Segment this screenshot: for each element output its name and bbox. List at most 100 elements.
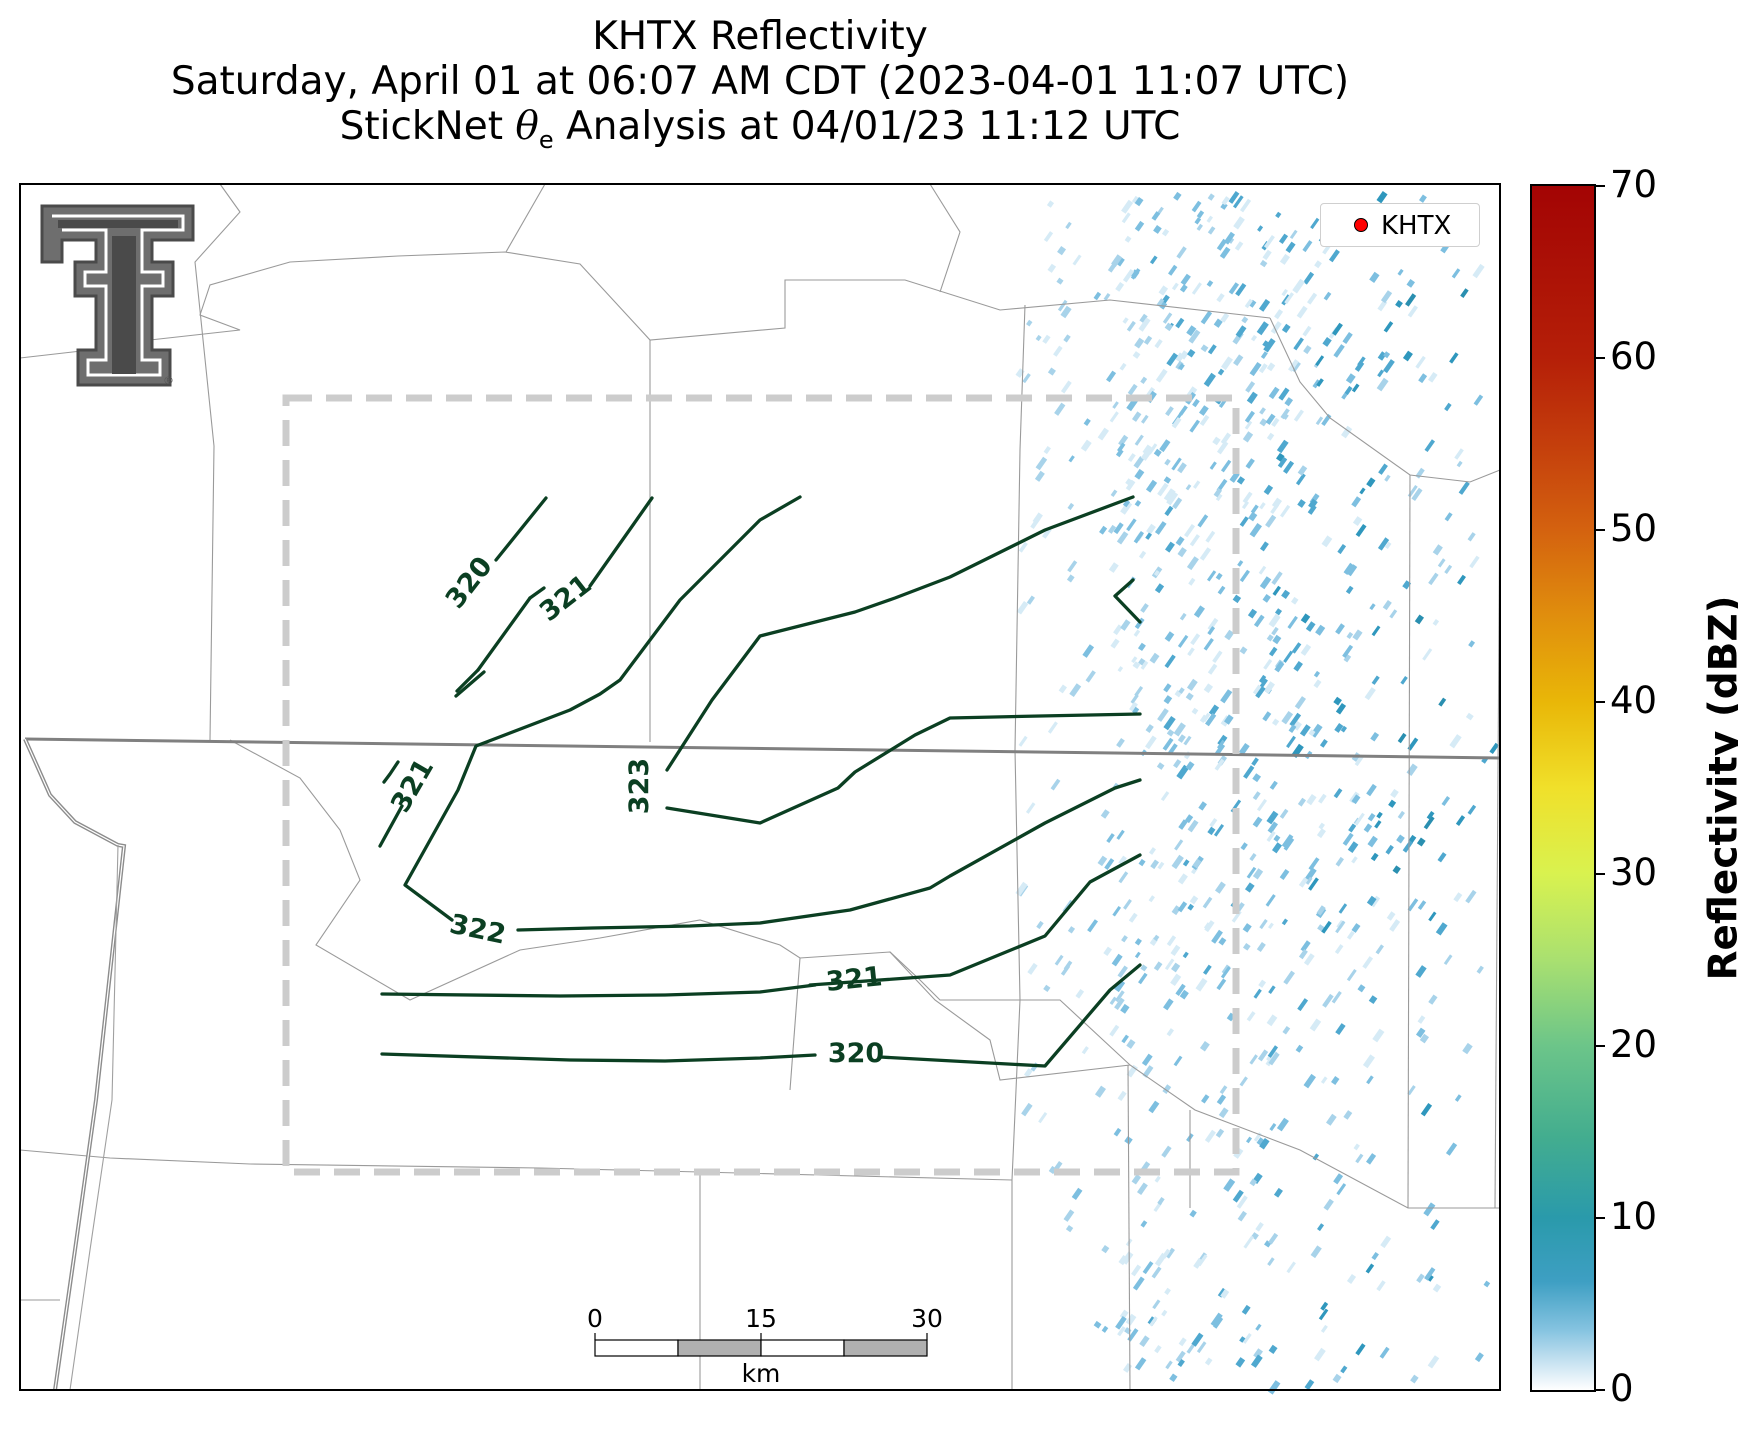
echo-pixel [1299, 724, 1311, 737]
colorbar-tick-label: 30 [1610, 851, 1658, 894]
echo-pixel [1246, 866, 1257, 879]
echo-pixel [1397, 268, 1404, 276]
echo-pixel [1331, 1076, 1340, 1085]
echo-pixel [1259, 576, 1272, 590]
echo-pixel [1423, 1202, 1436, 1217]
echo-pixel [1455, 815, 1466, 826]
echo-pixel [1444, 512, 1453, 522]
echo-pixel [1108, 562, 1119, 573]
echo-pixel [1241, 1304, 1251, 1315]
echo-pixel [1209, 461, 1217, 470]
echo-pixel [1375, 944, 1384, 955]
echo-pixel [1116, 531, 1129, 545]
echo-pixel [1164, 458, 1171, 466]
echo-pixel [1121, 935, 1128, 943]
echo-pixel [1245, 458, 1255, 469]
echo-pixel [1293, 337, 1304, 351]
echo-pixel [1256, 321, 1269, 336]
echo-pixel [1366, 895, 1377, 907]
echo-pixel [1445, 1142, 1458, 1156]
echo-pixel [1080, 439, 1092, 452]
echo-pixel [1426, 811, 1435, 820]
echo-pixel [1150, 859, 1160, 870]
echo-pixel [1161, 1145, 1172, 1158]
echo-pixel [1113, 624, 1123, 636]
echo-pixel [1297, 465, 1308, 476]
echo-pixel [1232, 195, 1244, 209]
echo-pixel [1154, 521, 1167, 535]
echo-pixel [1189, 419, 1200, 433]
state-boundary [24, 737, 1501, 760]
echo-pixel [1263, 659, 1273, 670]
echo-pixel [1228, 282, 1240, 295]
echo-pixel [1297, 797, 1306, 807]
echo-pixel [1308, 498, 1318, 510]
echo-pixel [1352, 629, 1363, 641]
echo-pixel [1065, 1225, 1074, 1233]
echo-pixel [1357, 356, 1366, 367]
echo-pixel [1207, 617, 1219, 631]
echo-pixel [1250, 504, 1259, 514]
echo-pixel [1206, 280, 1214, 288]
echo-pixel [1140, 964, 1148, 972]
echo-pixel [1451, 268, 1461, 279]
echo-pixel [1281, 323, 1291, 334]
echo-pixel [1075, 988, 1085, 999]
echo-pixel [1178, 405, 1188, 416]
echo-pixel [1122, 317, 1129, 324]
echo-pixel [1273, 1187, 1283, 1198]
echo-pixel [1164, 1287, 1171, 1295]
colorbar-tick-label: 20 [1610, 1023, 1658, 1066]
echo-pixel [1449, 734, 1462, 749]
echo-pixel [1115, 448, 1124, 458]
echo-pixel [1042, 334, 1051, 344]
echo-pixel [1178, 819, 1188, 830]
echo-pixel [1245, 381, 1256, 393]
echo-pixel [1345, 373, 1356, 384]
echo-pixel [1114, 979, 1126, 993]
echo-pixel [1168, 264, 1178, 276]
echo-pixel [1118, 434, 1129, 447]
echo-pixel [1462, 1042, 1473, 1055]
echo-pixel [1094, 1085, 1107, 1098]
scale-tick-0: 0 [587, 1304, 603, 1333]
echo-pixel [1199, 414, 1210, 426]
echo-pixel [1072, 254, 1082, 266]
echo-pixel [1384, 474, 1391, 482]
echo-pixel [1271, 842, 1283, 854]
echo-pixel [1027, 962, 1038, 975]
echo-pixel [1099, 525, 1108, 535]
echo-pixel [1263, 681, 1275, 694]
echo-pixel [1179, 612, 1187, 621]
echo-pixel [1122, 499, 1131, 508]
echo-pixel [1177, 547, 1187, 558]
echo-pixel [1215, 743, 1226, 756]
echo-pixel [1366, 1075, 1374, 1085]
echo-pixel [1177, 873, 1188, 885]
echo-pixel [1018, 541, 1028, 553]
echo-pixel [1351, 383, 1360, 393]
echo-pixel [1121, 1034, 1129, 1044]
echo-pixel [1249, 852, 1257, 862]
echo-pixel [1148, 895, 1155, 903]
echo-pixel [1192, 398, 1200, 408]
echo-pixel [1204, 1357, 1213, 1366]
echo-pixel [1402, 840, 1414, 853]
echo-pixel [1186, 678, 1198, 691]
echo-pixel [1390, 788, 1399, 799]
echo-pixel [1060, 380, 1072, 394]
echo-pixel [1454, 1094, 1462, 1102]
echo-pixel [1185, 484, 1192, 491]
echo-pixel [1376, 1280, 1386, 1292]
echo-pixel [1407, 1085, 1416, 1096]
echo-pixel [1376, 191, 1388, 204]
echo-pixel [1141, 414, 1149, 424]
echo-pixel [1305, 621, 1316, 632]
echo-pixel [1119, 1309, 1129, 1320]
reflectivity-echoes [1015, 191, 1500, 1395]
echo-pixel [1122, 269, 1135, 283]
scale-tick-30: 30 [911, 1304, 943, 1333]
echo-pixel [1142, 1065, 1154, 1078]
echo-pixel [1271, 626, 1279, 636]
echo-pixel [1323, 291, 1332, 301]
